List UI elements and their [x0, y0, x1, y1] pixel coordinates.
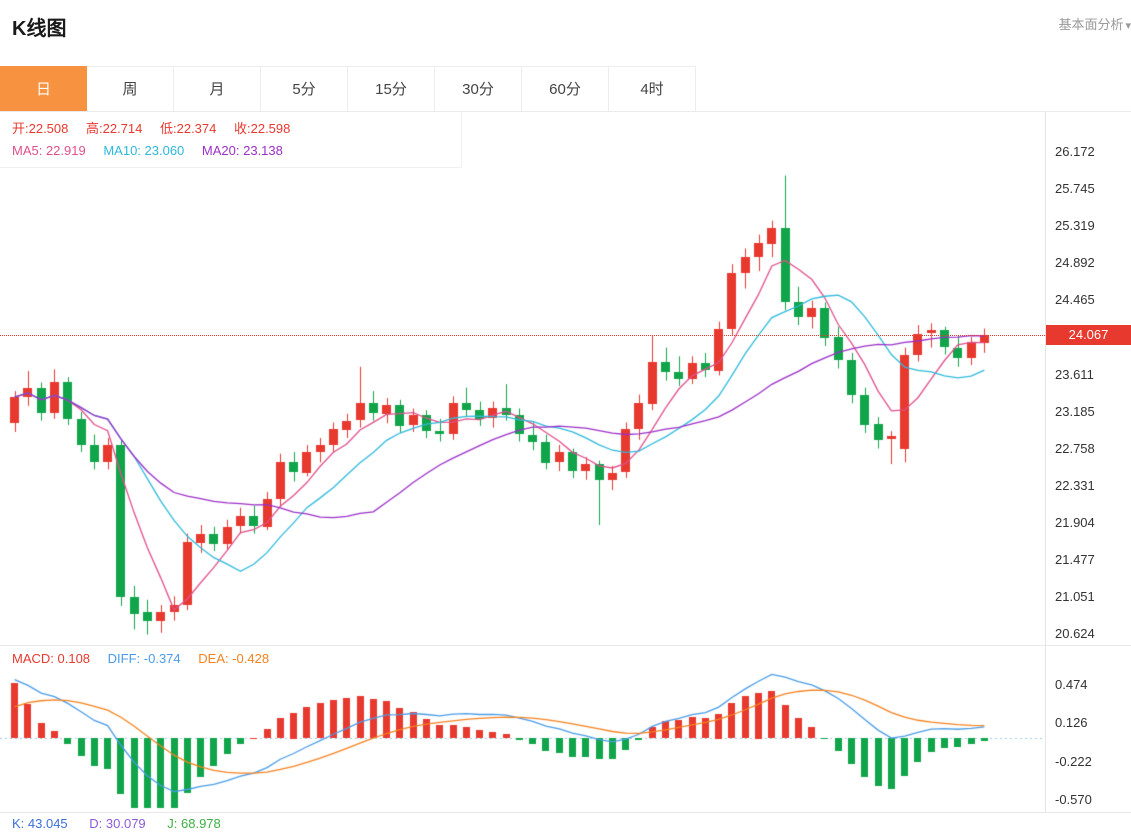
tab-60min[interactable]: 60分 — [522, 66, 609, 111]
d-value: D: 30.079 — [89, 816, 146, 831]
macd-value: MACD: 0.108 — [12, 651, 91, 666]
tab-day[interactable]: 日 — [0, 66, 87, 111]
macd-canvas[interactable] — [0, 647, 1045, 813]
tab-4hour[interactable]: 4时 — [609, 66, 696, 111]
y-axis-label: 25.319 — [1055, 217, 1095, 233]
kdj-readout: K: 43.045 D: 30.079 J: 68.978 — [0, 812, 1131, 835]
y-axis-label: 23.611 — [1055, 366, 1094, 382]
tab-5min[interactable]: 5分 — [261, 66, 348, 111]
interval-tab-bar: 日 周 月 5分 15分 30分 60分 4时 — [0, 66, 1131, 112]
price-badge: 24.067 — [1046, 324, 1131, 345]
diff-value: DIFF: -0.374 — [107, 651, 181, 666]
y-axis-label: 21.904 — [1055, 514, 1095, 530]
macd-readout: MACD: 0.108 DIFF: -0.374 DEA: -0.428 — [12, 651, 283, 666]
y-axis-label: 25.745 — [1055, 180, 1095, 196]
current-price-line — [0, 334, 1045, 336]
j-value: J: 68.978 — [167, 816, 221, 831]
main-y-axis: 26.172 25.745 25.319 24.892 24.465 23.611 23.1… — [1045, 112, 1131, 645]
macd-panel: MACD: 0.108 DIFF: -0.374 DEA: -0.428 0.4… — [0, 645, 1131, 813]
y-axis-label: 24.465 — [1055, 292, 1095, 308]
tab-month[interactable]: 月 — [174, 66, 261, 111]
candlestick-canvas[interactable] — [0, 112, 1045, 645]
y-axis-label: 23.185 — [1055, 403, 1095, 419]
main-chart-panel: 开:22.508 高:22.714 低:22.374 收:22.598 MA5:… — [0, 112, 1131, 645]
y-axis-label: 24.892 — [1055, 255, 1095, 271]
y-axis-label: -0.222 — [1055, 753, 1092, 769]
dea-value: DEA: -0.428 — [198, 651, 270, 666]
y-axis-label: 22.758 — [1055, 440, 1095, 456]
tab-15min[interactable]: 15分 — [348, 66, 435, 111]
y-axis-label: 0.474 — [1055, 676, 1088, 692]
tab-30min[interactable]: 30分 — [435, 66, 522, 111]
page-title: K线图 — [12, 18, 67, 40]
y-axis-label: 0.126 — [1055, 715, 1088, 731]
fundamental-analysis-link[interactable]: 基本面分析 ▾ — [1058, 14, 1131, 33]
y-axis-label: 26.172 — [1055, 143, 1095, 159]
header: K线图 基本面分析 ▾ — [0, 0, 1131, 66]
y-axis-label: 20.624 — [1055, 626, 1095, 642]
y-axis-label: 21.051 — [1055, 589, 1095, 605]
y-axis-label: 21.477 — [1055, 552, 1095, 568]
tab-week[interactable]: 周 — [87, 66, 174, 111]
fundamental-analysis-label: 基本面分析 — [1058, 17, 1124, 32]
macd-y-axis: 0.474 0.126 -0.222 -0.570 — [1045, 646, 1131, 813]
y-axis-label: 22.331 — [1055, 477, 1095, 493]
y-axis-label: -0.570 — [1055, 792, 1092, 808]
chevron-down-icon: ▾ — [1125, 20, 1131, 32]
k-value: K: 43.045 — [12, 816, 68, 831]
